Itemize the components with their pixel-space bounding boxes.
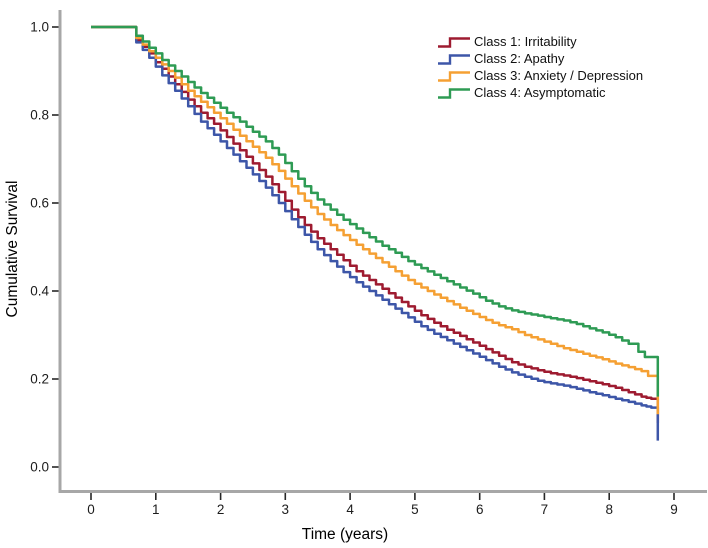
- legend-label-class-4: Class 4: Asymptomatic: [474, 85, 606, 100]
- x-tick-label: 5: [411, 502, 419, 517]
- x-tick-label: 3: [282, 502, 290, 517]
- legend-step-marker-class-2: [438, 53, 470, 65]
- x-tick-label: 8: [605, 502, 613, 517]
- legend-label-class-2: Class 2: Apathy: [474, 51, 565, 66]
- survival-curve-class-4: [91, 25, 660, 397]
- x-tick-label: 2: [217, 502, 225, 517]
- x-tick-label: 0: [87, 502, 95, 517]
- legend: Class 1: Irritability Class 2: Apathy Cl…: [437, 33, 643, 101]
- legend-step-marker-class-3: [438, 70, 470, 82]
- legend-label-class-1: Class 1: Irritability: [474, 34, 577, 49]
- x-tick-label: 4: [346, 502, 354, 517]
- y-tick-label: 0.2: [30, 372, 49, 387]
- y-tick-label: 0.0: [30, 460, 49, 475]
- y-tick-label: 1.0: [30, 20, 49, 35]
- legend-step-marker-class-4: [438, 87, 470, 99]
- legend-item-class-4: Class 4: Asymptomatic: [437, 84, 643, 101]
- legend-step-marker-class-1: [438, 36, 470, 48]
- legend-item-class-2: Class 2: Apathy: [437, 50, 643, 67]
- x-tick-label: 7: [541, 502, 549, 517]
- legend-item-class-3: Class 3: Anxiety / Depression: [437, 67, 643, 84]
- y-tick-label: 0.6: [30, 196, 49, 211]
- legend-item-class-1: Class 1: Irritability: [437, 33, 643, 50]
- x-axis-title: Time (years): [302, 526, 388, 543]
- x-tick-label: 1: [152, 502, 160, 517]
- x-tick-label: 6: [476, 502, 484, 517]
- y-tick-label: 0.4: [30, 284, 49, 299]
- y-axis-title: Cumulative Survival: [4, 181, 21, 318]
- survival-curve-class-1: [91, 25, 660, 423]
- survival-curve-class-3: [91, 25, 660, 415]
- y-tick-label: 0.8: [30, 108, 49, 123]
- legend-label-class-3: Class 3: Anxiety / Depression: [474, 68, 644, 83]
- survival-curve-class-2: [91, 25, 660, 441]
- x-tick-label: 9: [670, 502, 678, 517]
